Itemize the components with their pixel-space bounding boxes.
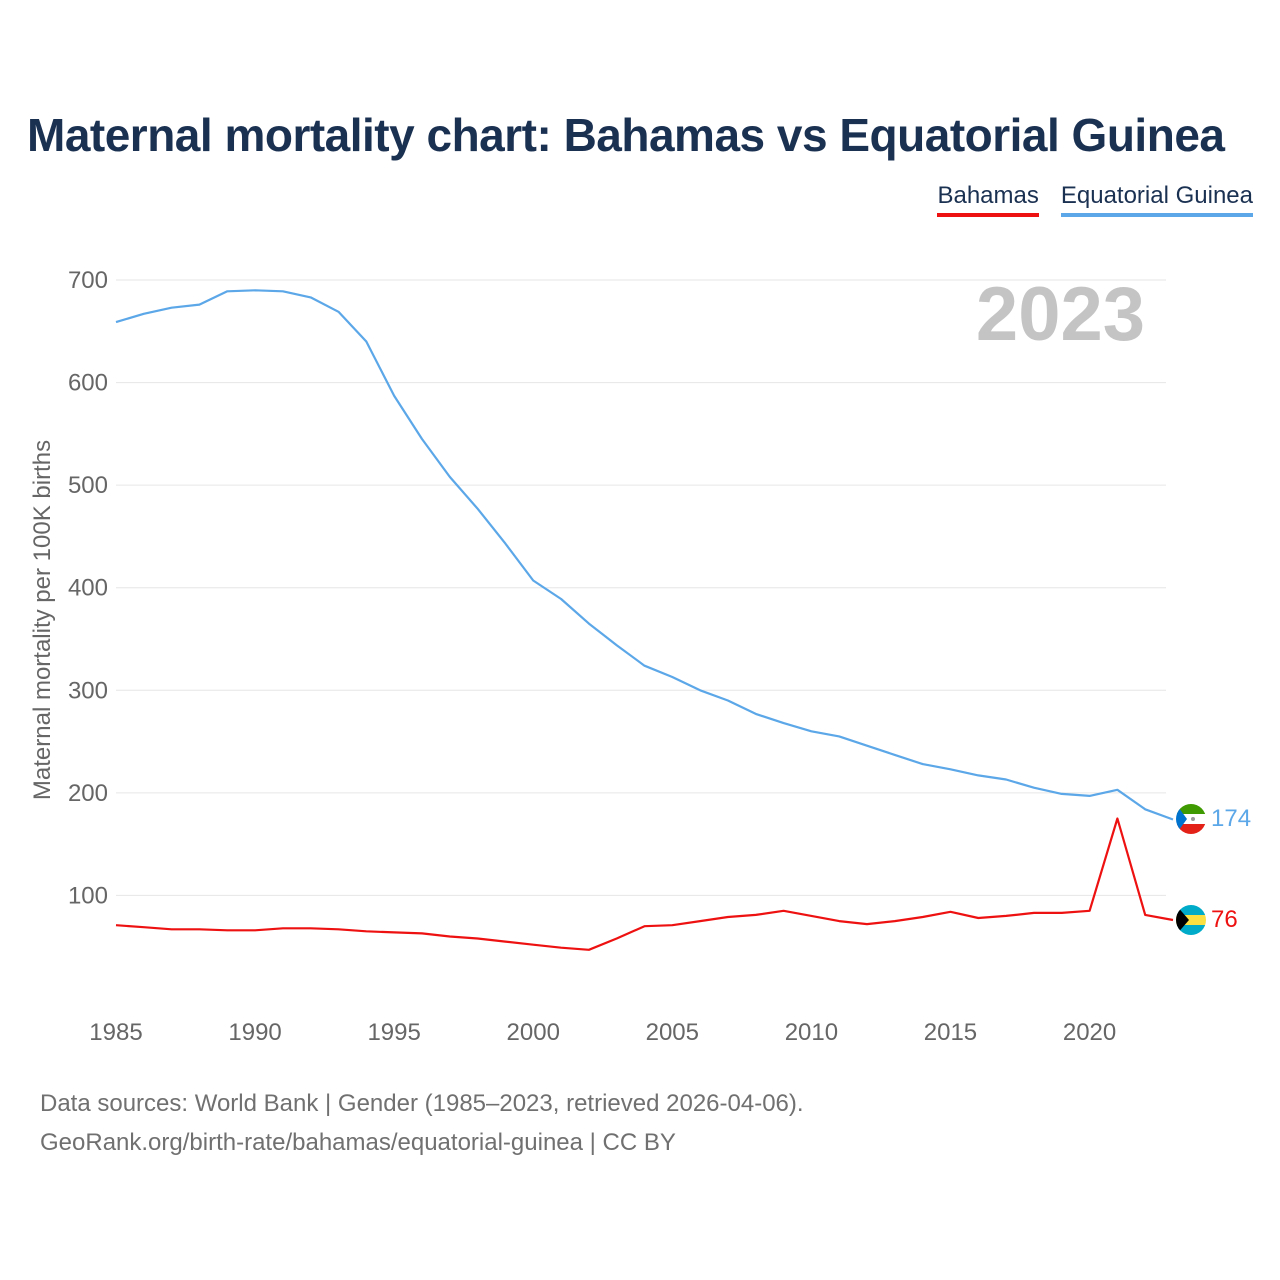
- data-source-note: Data sources: World Bank | Gender (1985–…: [40, 1090, 804, 1117]
- y-tick-label: 400: [68, 575, 108, 602]
- x-tick-label: 2005: [646, 1019, 699, 1046]
- x-tick-label: 2000: [507, 1019, 560, 1046]
- series-line-equatorial-guinea: [115, 289, 1174, 821]
- y-tick-label: 500: [68, 472, 108, 499]
- y-tick-label: 200: [68, 780, 108, 807]
- x-tick-label: 1990: [228, 1019, 281, 1046]
- equatorial-guinea-end-value: 174: [1211, 805, 1251, 832]
- series-line-bahamas: [115, 817, 1174, 951]
- attribution-link[interactable]: GeoRank.org/birth-rate/bahamas/equatoria…: [40, 1129, 676, 1156]
- y-tick-label: 300: [68, 677, 108, 704]
- chart-title: Maternal mortality chart: Bahamas vs Equ…: [27, 109, 1225, 161]
- bahamas-end-value: 76: [1211, 906, 1238, 933]
- series-end-markers: [1176, 804, 1206, 935]
- x-tick-label: 2010: [785, 1019, 838, 1046]
- y-tick-label: 600: [68, 370, 108, 397]
- x-tick-label: 1995: [367, 1019, 420, 1046]
- bahamas-flag-icon: [1176, 905, 1206, 935]
- x-tick-label: 2020: [1063, 1019, 1116, 1046]
- legend-item-bahamas[interactable]: Bahamas: [937, 182, 1039, 217]
- y-axis: 100 200 300 400 500 600 700: [68, 267, 108, 909]
- legend: Bahamas Equatorial Guinea: [937, 182, 1253, 217]
- x-tick-label: 2015: [924, 1019, 977, 1046]
- x-tick-label: 1985: [89, 1019, 142, 1046]
- footer: Data sources: World Bank | Gender (1985–…: [40, 1084, 804, 1162]
- y-tick-label: 700: [68, 267, 108, 294]
- y-axis-label: Maternal mortality per 100K births: [29, 440, 56, 800]
- equatorial-guinea-flag-icon: [1176, 804, 1206, 834]
- series-lines: [115, 289, 1174, 951]
- legend-item-equatorial-guinea[interactable]: Equatorial Guinea: [1060, 182, 1253, 217]
- y-tick-label: 100: [68, 882, 108, 909]
- grid: [116, 279, 1166, 896]
- x-axis: 1985 1990 1995 2000 2005 2010 2015 2020: [89, 1019, 1116, 1046]
- year-watermark: 2023: [976, 272, 1145, 357]
